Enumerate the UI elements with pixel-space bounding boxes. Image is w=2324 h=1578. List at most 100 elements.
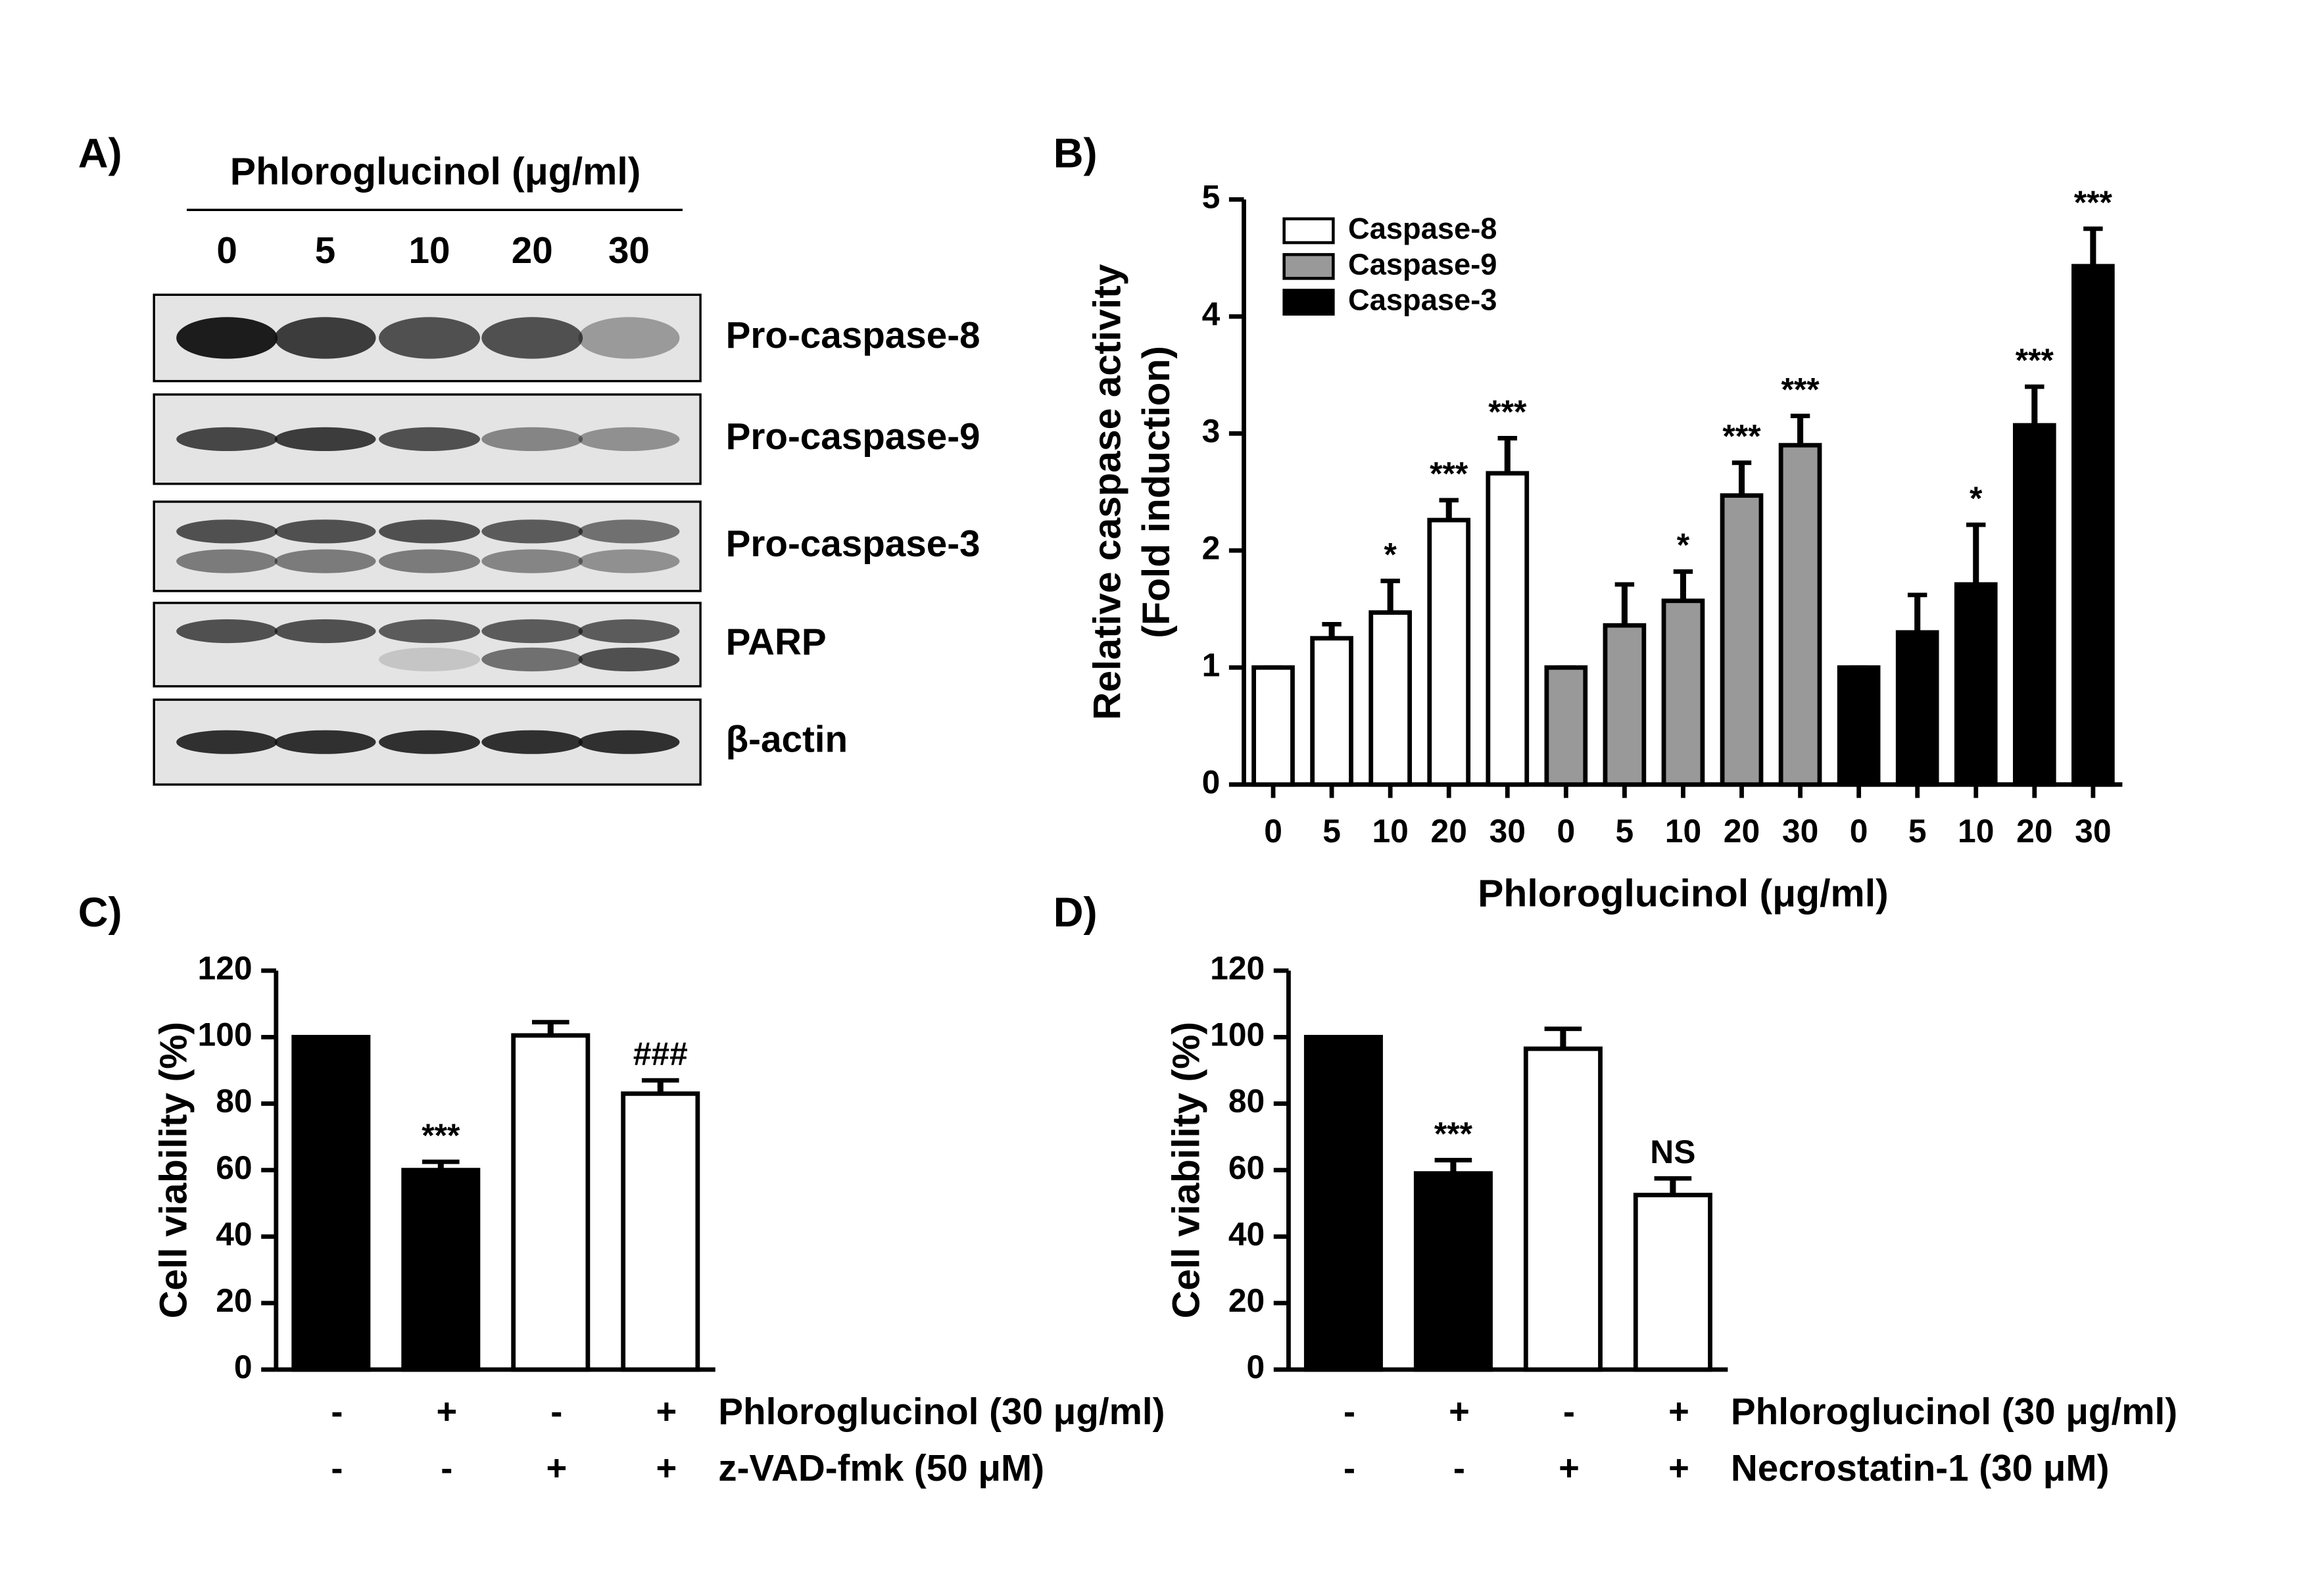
bar	[1523, 1046, 1603, 1372]
annotation: *	[1384, 536, 1397, 573]
bar	[1427, 517, 1471, 787]
y-tick-label: 40	[1228, 1216, 1265, 1253]
annotation: ***	[2016, 342, 2054, 379]
y-tick-label: 80	[1228, 1083, 1265, 1120]
bar	[511, 1033, 591, 1372]
condition-mark: +	[1449, 1391, 1470, 1431]
x-tick-label: 30	[1782, 813, 1818, 849]
blot-band	[481, 619, 583, 644]
annotation: ###	[633, 1036, 688, 1072]
bar	[1544, 665, 1588, 787]
lane-label: 5	[315, 229, 335, 271]
legend-label: Caspase-8	[1348, 212, 1497, 245]
bar	[2012, 423, 2056, 787]
blot-band	[578, 647, 680, 672]
blot-band	[176, 549, 278, 573]
y-tick-label: 5	[1202, 179, 1221, 216]
blot-band	[379, 317, 481, 359]
blot-band	[176, 519, 278, 544]
y-tick-label: 60	[1228, 1149, 1265, 1186]
condition-mark: -	[550, 1391, 562, 1431]
blot-band	[578, 317, 680, 359]
blot-band	[578, 619, 680, 644]
condition-mark: +	[546, 1448, 567, 1488]
blot-band	[481, 549, 583, 573]
bar	[1368, 610, 1412, 787]
blot-band	[481, 317, 583, 359]
y-tick-label: 0	[1247, 1349, 1265, 1385]
y-tick-label: 3	[1202, 412, 1221, 449]
row-label: Necrostatin-1 (30 μM)	[1731, 1447, 2110, 1489]
y-tick-label: 20	[1228, 1282, 1265, 1319]
x-tick-label: 30	[1489, 813, 1526, 849]
annotation: ***	[2074, 184, 2113, 221]
y-tick-label: 0	[1202, 763, 1221, 800]
annotation: ***	[1781, 371, 1820, 408]
row-label: z-VAD-fmk (50 μM)	[718, 1447, 1044, 1489]
y-tick-label: 1	[1202, 646, 1221, 683]
condition-mark: -	[1563, 1391, 1575, 1431]
bar	[1778, 442, 1822, 787]
row-label: Phloroglucinol (30 μg/ml)	[718, 1391, 1165, 1432]
blot-frame	[153, 602, 702, 688]
y-axis-label: Relative caspase activity	[1086, 264, 1128, 720]
condition-mark: +	[1668, 1448, 1689, 1488]
y-axis-label: Cell viability (%)	[153, 1022, 195, 1318]
bar	[401, 1168, 481, 1372]
blot-band	[379, 427, 481, 452]
blot-band	[481, 519, 583, 544]
panel-label: B)	[1053, 130, 1098, 176]
blot-label: Pro-caspase-9	[726, 416, 980, 457]
blot-band	[274, 427, 376, 452]
bar	[1837, 665, 1881, 787]
legend-swatch	[1282, 252, 1335, 280]
row-label: Phloroglucinol (30 μg/ml)	[1731, 1391, 2177, 1432]
x-tick-label: 20	[1724, 813, 1760, 849]
blot-band	[379, 619, 481, 644]
annotation: ***	[1722, 418, 1761, 455]
x-axis-label: Phloroglucinol (μg/ml)	[1478, 873, 1889, 915]
condition-mark: -	[331, 1391, 343, 1431]
bar	[1303, 1034, 1383, 1372]
blot-band	[481, 730, 583, 754]
annotation: ***	[422, 1117, 460, 1154]
annotation: ***	[1434, 1115, 1473, 1152]
bar	[1413, 1171, 1493, 1372]
bar	[1954, 582, 1998, 787]
blot-band	[379, 519, 481, 544]
bar	[1895, 630, 1939, 787]
panel-label: D)	[1053, 890, 1098, 936]
blot-band	[578, 519, 680, 544]
y-tick-label: 80	[216, 1083, 252, 1120]
annotation: *	[1970, 480, 1983, 517]
x-tick-label: 0	[1557, 813, 1575, 849]
condition-mark: -	[1453, 1448, 1465, 1488]
bar	[291, 1034, 371, 1372]
y-axis-label: Cell viability (%)	[1165, 1022, 1207, 1318]
x-tick-label: 0	[1264, 813, 1282, 849]
blot-band	[274, 730, 376, 754]
y-tick-label: 2	[1202, 529, 1221, 566]
condition-mark: +	[1559, 1448, 1580, 1488]
bar	[1603, 623, 1647, 787]
x-tick-label: 5	[1616, 813, 1634, 849]
y-tick-label: 100	[1210, 1016, 1265, 1053]
blot-band	[578, 427, 680, 452]
blot-band	[274, 619, 376, 644]
blot-band	[274, 549, 376, 573]
y-tick-label: 100	[198, 1016, 253, 1053]
condition-mark: +	[656, 1391, 677, 1431]
condition-mark: +	[656, 1448, 677, 1488]
condition-mark: -	[441, 1448, 452, 1488]
blot-band	[481, 427, 583, 452]
bar	[621, 1091, 700, 1372]
blot-frame	[153, 500, 702, 592]
x-tick-label: 0	[1850, 813, 1868, 849]
x-tick-label: 10	[1372, 813, 1408, 849]
bar	[1310, 636, 1353, 787]
blot-band	[379, 549, 481, 573]
blot-band	[481, 647, 583, 672]
x-tick-label: 5	[1322, 813, 1341, 849]
